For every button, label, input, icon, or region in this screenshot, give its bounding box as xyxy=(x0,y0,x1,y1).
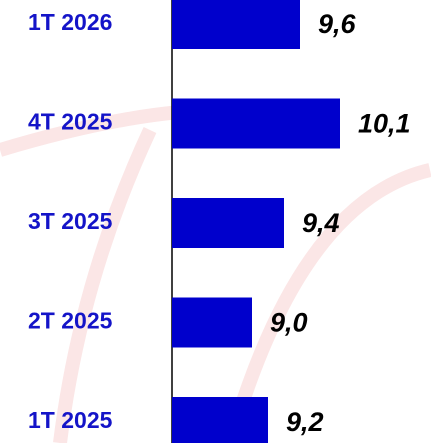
value-label: 10,1 xyxy=(358,109,411,139)
value-label: 9,6 xyxy=(318,9,357,39)
bar xyxy=(172,98,340,149)
value-label: 9,4 xyxy=(302,208,340,238)
watermark-stroke xyxy=(53,127,157,443)
bar xyxy=(172,0,300,49)
watermark-stroke xyxy=(223,163,431,443)
category-label: 1T 2025 xyxy=(28,407,113,433)
watermark xyxy=(0,103,431,443)
category-label: 2T 2025 xyxy=(28,308,113,334)
bar xyxy=(172,297,252,348)
category-label: 3T 2025 xyxy=(28,208,113,234)
category-label: 1T 2026 xyxy=(28,9,112,35)
value-label: 9,2 xyxy=(286,407,324,437)
bar xyxy=(172,397,268,443)
bar xyxy=(172,198,284,248)
value-label: 9,0 xyxy=(270,308,308,338)
category-label: 4T 2025 xyxy=(28,109,113,135)
